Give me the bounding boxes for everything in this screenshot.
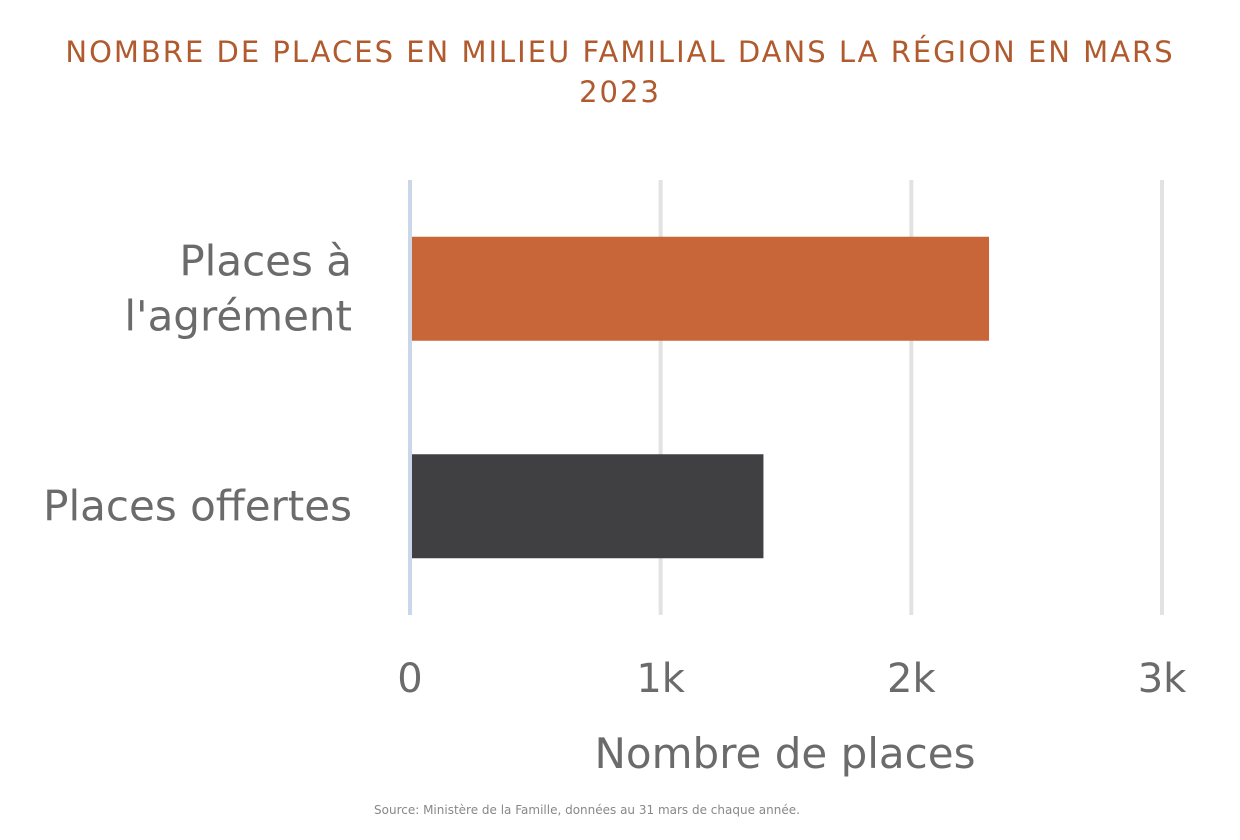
category-labels: Places à l'agrément Places offertes [43, 236, 352, 530]
x-tick-labels: 0 1k 2k 3k [397, 656, 1187, 702]
x-tick-label: 0 [397, 656, 422, 702]
x-tick-label: 2k [887, 656, 936, 702]
source-note: Source: Ministère de la Famille, données… [374, 803, 800, 817]
x-tick-label: 3k [1138, 656, 1187, 702]
category-label: Places à l'agrément [124, 236, 352, 340]
bars [412, 236, 990, 559]
category-label: Places offertes [43, 481, 352, 530]
x-tick-label: 1k [636, 656, 685, 702]
bar [412, 454, 764, 559]
chart-title: NOMBRE DE PLACES EN MILIEU FAMILIAL DANS… [65, 35, 1175, 109]
bar [412, 236, 990, 341]
x-axis-title: Nombre de places [595, 729, 976, 778]
